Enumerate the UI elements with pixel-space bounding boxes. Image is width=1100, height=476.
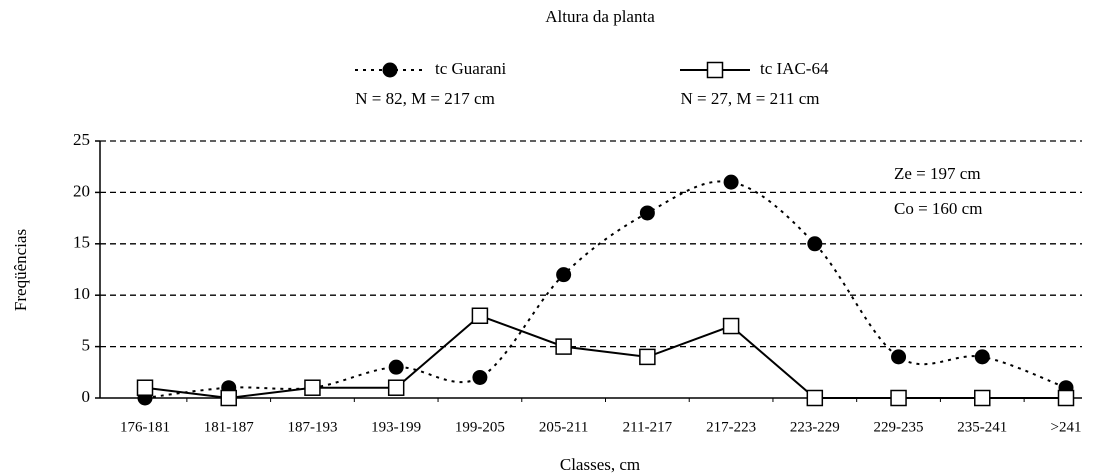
data-point <box>807 236 823 252</box>
x-axis-label: Classes, cm <box>560 455 640 474</box>
y-tick-label: 0 <box>82 387 91 406</box>
legend-note: N = 27, M = 211 cm <box>681 89 820 108</box>
data-point <box>136 379 154 396</box>
data-point <box>639 205 655 221</box>
y-tick-label: 20 <box>73 181 90 200</box>
x-tick-label: 235-241 <box>957 419 1007 435</box>
x-tick-label: 205-211 <box>539 419 588 435</box>
x-tick-label: 176-181 <box>120 419 170 435</box>
annotation: Ze = 197 cm <box>894 164 981 183</box>
y-tick-label: 10 <box>73 284 90 303</box>
series-line <box>144 314 1066 400</box>
data-point <box>220 389 237 407</box>
y-tick-label: 5 <box>82 336 91 355</box>
legend-label: tc Guarani <box>435 59 507 78</box>
data-point <box>388 359 404 375</box>
data-point <box>304 379 321 396</box>
x-tick-label: 199-205 <box>455 419 505 435</box>
x-tick-label: 193-199 <box>371 419 421 435</box>
chart-title: Altura da planta <box>545 7 655 26</box>
data-point <box>1057 389 1075 407</box>
annotation: Co = 160 cm <box>894 199 982 218</box>
legend-note: N = 82, M = 217 cm <box>355 89 495 108</box>
y-tick-label: 15 <box>73 233 90 252</box>
legend-label: tc IAC-64 <box>760 59 829 78</box>
x-tick-label: >241 <box>1051 419 1082 435</box>
x-tick-label: 187-193 <box>287 419 337 435</box>
data-point <box>890 389 907 407</box>
data-point <box>891 349 907 365</box>
x-tick-label: 217-223 <box>706 419 756 435</box>
x-tick-label: 181-187 <box>204 419 254 435</box>
data-point <box>387 379 405 396</box>
data-point <box>556 267 572 283</box>
data-point <box>639 348 656 366</box>
y-tick-label: 25 <box>73 130 90 149</box>
data-point <box>555 338 572 355</box>
data-point <box>472 369 488 385</box>
data-point <box>974 389 991 407</box>
x-tick-label: 211-217 <box>623 419 673 435</box>
x-tick-label: 223-229 <box>790 419 840 435</box>
legend-marker <box>706 61 724 79</box>
data-point <box>471 307 489 325</box>
data-point <box>723 174 739 190</box>
y-axis-label: Freqüências <box>11 229 30 311</box>
data-point <box>806 389 824 407</box>
legend-marker <box>382 62 398 78</box>
data-point <box>722 317 740 335</box>
x-tick-label: 229-235 <box>874 419 924 435</box>
data-point <box>974 349 990 365</box>
